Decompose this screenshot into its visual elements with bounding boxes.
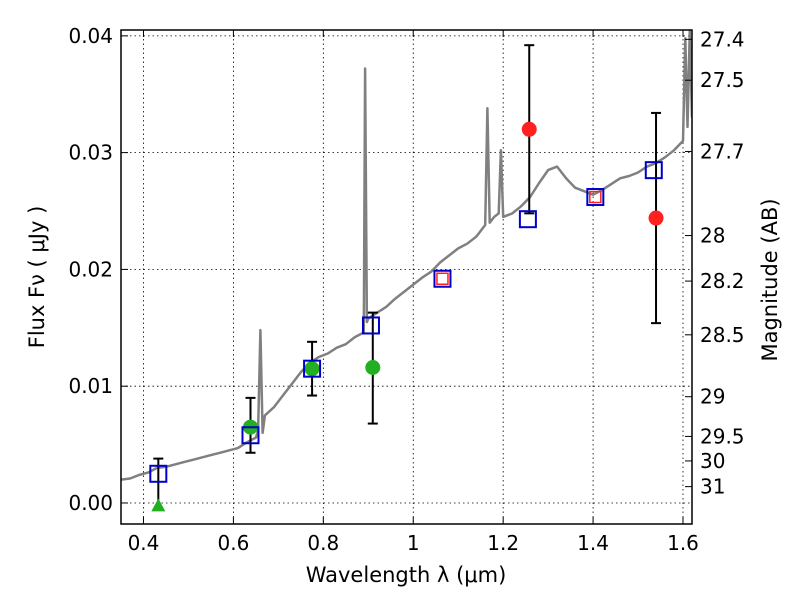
- plot-frame: [120, 29, 693, 525]
- model-spectrum-line: [121, 30, 692, 481]
- model-band-square: [586, 188, 605, 207]
- observed-optical-point: [365, 360, 381, 376]
- x-tick-label: 1.6: [667, 531, 699, 555]
- series-layer: [121, 30, 692, 512]
- observed-nir-point: [521, 121, 537, 137]
- inner-red-square: [436, 272, 449, 286]
- y2-tick-label: 27.4: [700, 27, 745, 51]
- model-band-square: [361, 316, 380, 335]
- y2-tick-label: 27.7: [700, 139, 745, 163]
- y2-axis-label: Magnitude (AB): [758, 198, 782, 361]
- y2-tick-label: 28.5: [700, 323, 745, 347]
- tick-layer: 0.4 0.6 0.8 1 1.2 1.4 1.6 0.00 0.01 0.02 0.03 0.04 2…: [68, 24, 744, 555]
- model-band-square: [149, 464, 168, 483]
- y2-tick-label: 28.2: [700, 269, 745, 293]
- model-band-square: [241, 426, 260, 445]
- grid-layer: [121, 30, 692, 524]
- inner-red-square: [589, 190, 602, 204]
- y-tick-label: 0.01: [68, 374, 113, 398]
- x-tick-label: 0.4: [128, 531, 160, 555]
- y-axis-label: Flux Fν ( μJy ): [25, 206, 49, 349]
- upper-limit-triangle: [151, 498, 166, 512]
- x-axis-label: Wavelength λ (μm): [306, 563, 507, 587]
- y2-tick-label: 30: [700, 449, 725, 473]
- model-band-square: [433, 269, 452, 288]
- y2-tick-label: 29: [700, 385, 725, 409]
- x-tick-label: 0.6: [217, 531, 249, 555]
- model-band-square: [303, 359, 322, 378]
- y2-tick-label: 31: [700, 475, 725, 499]
- y2-tick-label: 28: [700, 224, 725, 248]
- y2-tick-label: 29.5: [700, 424, 745, 448]
- x-tick-label: 1: [407, 531, 420, 555]
- y-tick-label: 0.04: [68, 24, 113, 48]
- x-tick-label: 1.4: [577, 531, 609, 555]
- y-tick-label: 0.02: [68, 257, 113, 281]
- y-tick-label: 0.00: [68, 491, 113, 515]
- observed-nir-point: [648, 210, 664, 226]
- model-band-square: [644, 161, 663, 180]
- model-band-square: [518, 210, 537, 229]
- x-tick-label: 1.2: [487, 531, 519, 555]
- y2-tick-label: 27.5: [700, 68, 745, 92]
- y-tick-label: 0.03: [68, 141, 113, 165]
- observed-optical-point: [304, 361, 320, 377]
- x-tick-label: 0.8: [307, 531, 339, 555]
